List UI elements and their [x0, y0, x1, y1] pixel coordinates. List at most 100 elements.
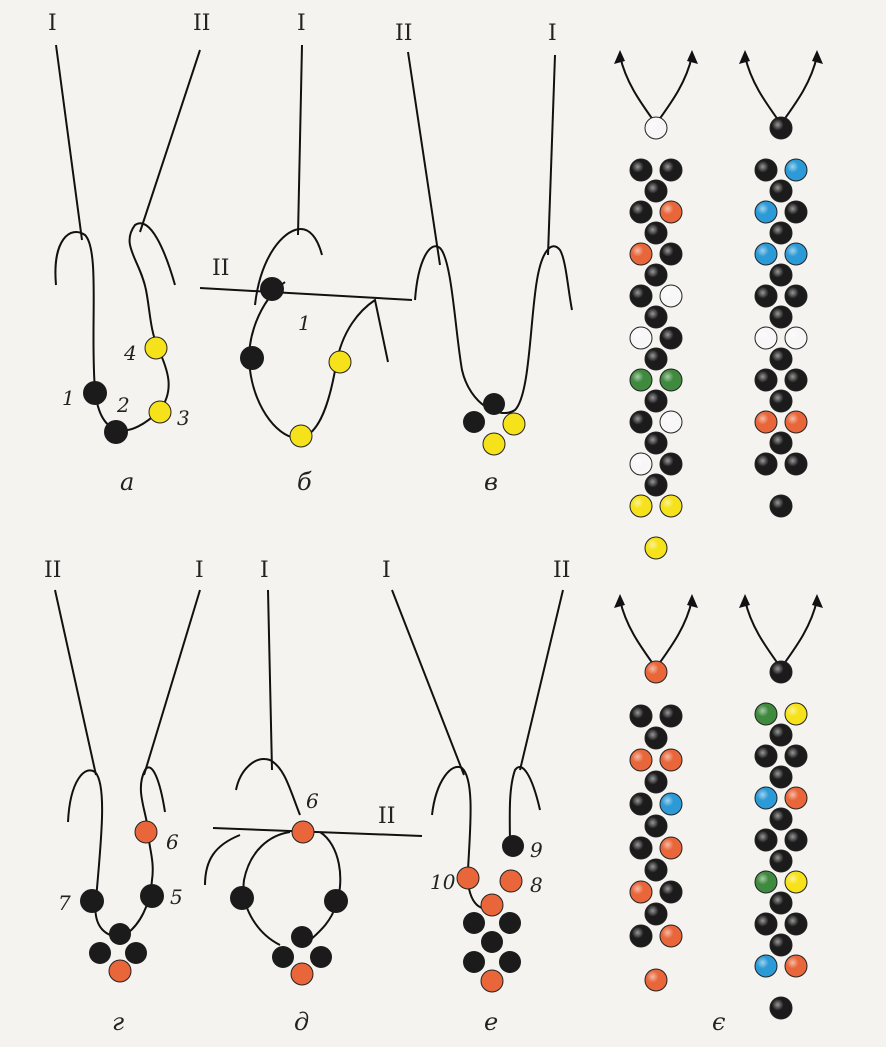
bead-shine — [630, 453, 652, 475]
bead-orange — [480, 893, 504, 917]
arrowhead-icon — [812, 594, 823, 608]
bead-number: 5 — [170, 885, 183, 909]
bead-yellow — [482, 432, 506, 456]
bead-shine — [630, 793, 652, 815]
bead-shine — [755, 453, 777, 475]
bead-shine — [755, 871, 777, 893]
bead-shine — [770, 432, 792, 454]
panel-caption: е — [484, 1008, 498, 1036]
needle-label-I: I — [297, 11, 306, 36]
bead-shine — [770, 180, 792, 202]
needle-I — [267, 589, 273, 771]
arrowhead-icon — [614, 594, 625, 608]
bead-black — [499, 951, 521, 973]
bead-yellow — [289, 424, 313, 448]
bead-number: 6 — [306, 789, 319, 813]
bead-shine — [785, 787, 807, 809]
bead-shine — [660, 837, 682, 859]
bead-shine — [785, 327, 807, 349]
bead-black — [80, 889, 104, 913]
bead-shine — [755, 955, 777, 977]
bead-shine — [785, 745, 807, 767]
panel-caption: г — [112, 1008, 124, 1036]
bead-shine — [785, 411, 807, 433]
bead-shine — [645, 727, 667, 749]
needle-II — [212, 827, 423, 837]
bead-shine — [645, 390, 667, 412]
bead-number: 3 — [177, 406, 190, 430]
panel-d: I II 6 д — [204, 558, 423, 1036]
bead-shine — [770, 222, 792, 244]
bead-shine — [645, 903, 667, 925]
bead-shine — [645, 969, 667, 991]
arrowhead-icon — [687, 50, 698, 64]
bead-shine — [770, 724, 792, 746]
bead-shine — [785, 453, 807, 475]
bead-shine — [645, 859, 667, 881]
panel-caption: в — [484, 468, 498, 496]
needle-II — [54, 589, 97, 776]
bead-black — [463, 411, 485, 433]
bead-black — [89, 942, 111, 964]
needle-label-I: I — [195, 558, 204, 583]
chain-bottom-left — [614, 594, 698, 992]
needle-label-II: II — [553, 558, 570, 583]
chain-top-left — [614, 50, 698, 560]
bead-shine — [770, 892, 792, 914]
bead-black — [502, 835, 524, 857]
needle-I — [297, 44, 303, 236]
arrow-thread-right — [655, 55, 693, 125]
panel-v: II I в — [395, 21, 573, 496]
needle-label-II: II — [378, 804, 395, 829]
bead-orange — [134, 820, 158, 844]
bead-black — [272, 946, 294, 968]
thread — [67, 766, 166, 938]
thread — [204, 758, 342, 946]
bead-shine — [785, 159, 807, 181]
bead-shine — [785, 871, 807, 893]
panel-caption: є — [712, 1008, 725, 1036]
bead-shine — [755, 369, 777, 391]
panel-g: II I 6 5 7 г — [44, 558, 204, 1036]
arrow-thread-left — [619, 599, 657, 669]
bead-shine — [630, 243, 652, 265]
bead-shine — [755, 411, 777, 433]
arrow-thread-right — [655, 599, 693, 669]
arrow-thread-right — [780, 599, 818, 669]
bead-black — [260, 277, 284, 301]
bead-number: 8 — [530, 873, 543, 897]
thread — [414, 245, 573, 415]
bead-number: 9 — [530, 838, 543, 862]
needle-I — [143, 589, 201, 776]
bead-shine — [630, 837, 652, 859]
bead-number: 10 — [430, 870, 456, 894]
bead-shine — [770, 264, 792, 286]
bead-black — [324, 889, 348, 913]
bead-shine — [660, 749, 682, 771]
chain-top-right — [739, 50, 823, 518]
arrow-thread-left — [744, 599, 782, 669]
bead-black — [483, 393, 505, 415]
bead-shine — [645, 222, 667, 244]
bead-black — [463, 951, 485, 973]
bead-shine — [645, 180, 667, 202]
bead-shine — [660, 411, 682, 433]
bead-black — [109, 923, 131, 945]
bead-shine — [660, 159, 682, 181]
needle-label-I: I — [382, 558, 391, 583]
needle-label-I: I — [548, 21, 557, 46]
needle-label-II: II — [44, 558, 61, 583]
bead-orange — [456, 866, 480, 890]
bead-shine — [660, 881, 682, 903]
needle-label-I: I — [48, 11, 57, 36]
bead-black — [230, 886, 254, 910]
bead-shine — [645, 537, 667, 559]
bead-shine — [630, 327, 652, 349]
bead-black — [125, 942, 147, 964]
chain-bottom-right — [739, 594, 823, 1020]
bead-black — [310, 946, 332, 968]
bead-group — [83, 336, 172, 444]
bead-shine — [785, 955, 807, 977]
needle-label-II: II — [193, 11, 210, 36]
bead-shine — [660, 201, 682, 223]
